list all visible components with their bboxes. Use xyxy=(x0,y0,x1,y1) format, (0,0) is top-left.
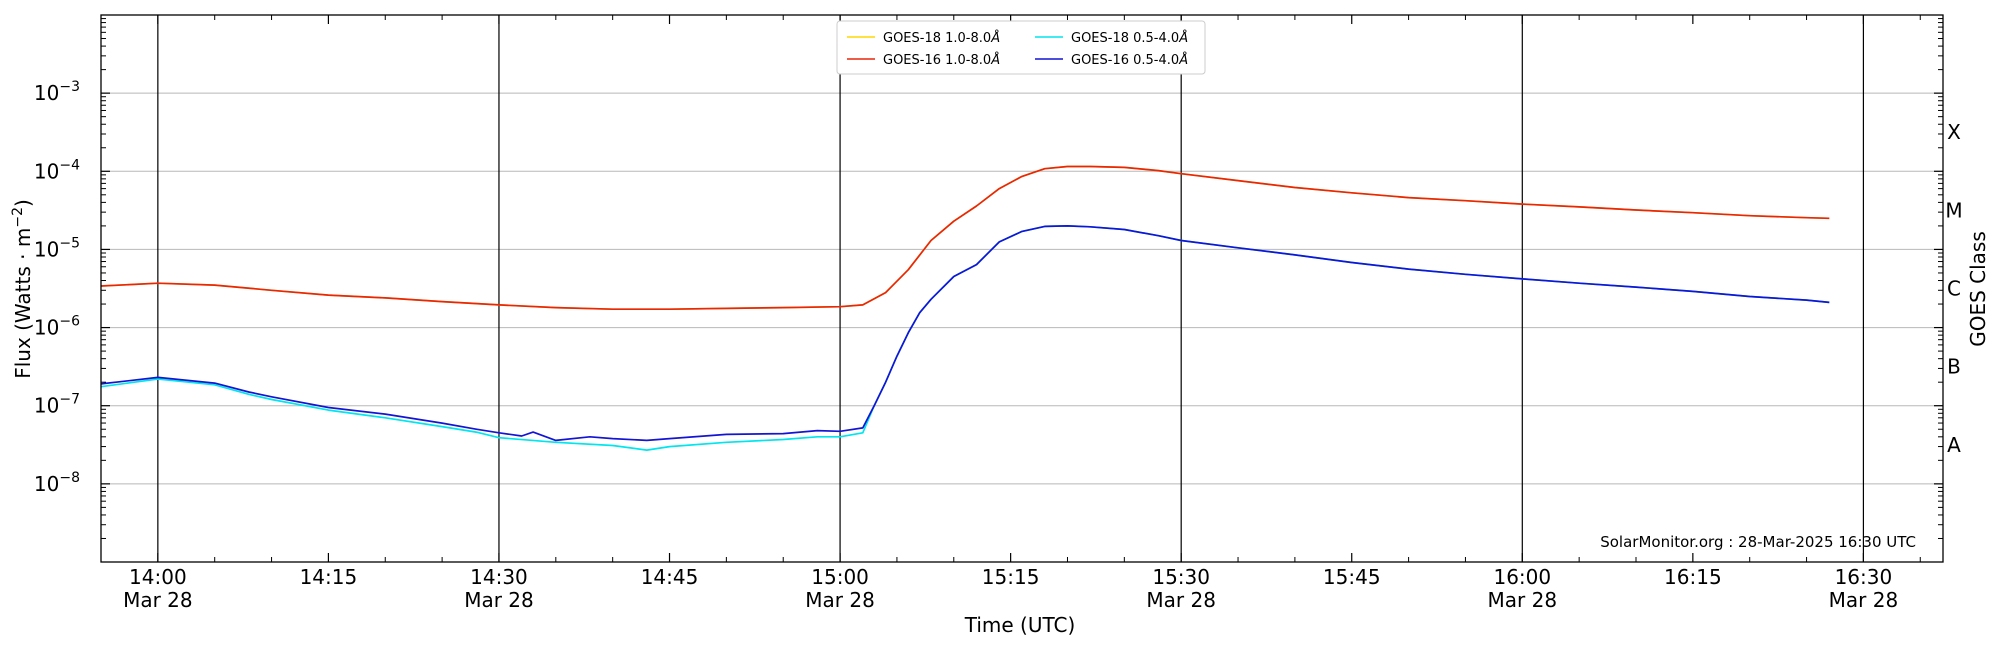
legend-entry: GOES-16 0.5-4.0Å xyxy=(1071,52,1188,68)
y-tick-label: 10−6 xyxy=(34,314,80,340)
series-line-goes-16-0-5-4-0 xyxy=(100,225,1830,442)
goes-class-label: GOES Class xyxy=(1966,231,1990,347)
legend-entry-name: GOES-16 1.0-8.0 xyxy=(883,53,991,68)
y-tick-base: 10 xyxy=(34,394,59,418)
goes-class-c: C xyxy=(1947,277,1961,301)
x-tick-label: 16:00 xyxy=(1493,565,1551,589)
x-tick-label: 16:30 xyxy=(1835,565,1893,589)
y-tick-base: 10 xyxy=(34,81,59,105)
grid-layer xyxy=(101,15,1943,562)
legend-entry-unit: Å xyxy=(1178,30,1188,46)
legend-entry-unit: Å xyxy=(990,52,1000,68)
x-tick-date-label: Mar 28 xyxy=(1488,588,1558,612)
y-axis-label: Flux (Watts · m−2) xyxy=(10,199,35,379)
y-tick-exponent: −8 xyxy=(59,470,80,486)
y-axis-label-exponent: −2 xyxy=(10,207,26,228)
goes-class-m: M xyxy=(1945,198,1962,222)
y-tick-exponent: −3 xyxy=(59,79,80,95)
x-tick-label: 15:30 xyxy=(1152,565,1210,589)
legend-box xyxy=(836,20,1206,75)
y-tick-base: 10 xyxy=(34,316,59,340)
x-tick-label: 14:00 xyxy=(129,565,187,589)
legend-entry: GOES-16 1.0-8.0Å xyxy=(883,52,1000,68)
x-tick-date-label: Mar 28 xyxy=(464,588,534,612)
y-tick-exponent: −7 xyxy=(59,392,80,408)
legend-entry-name: GOES-18 1.0-8.0 xyxy=(883,31,991,46)
y-tick-base: 10 xyxy=(34,237,59,261)
legend-entry-name: GOES-16 0.5-4.0 xyxy=(1071,53,1179,68)
goes-class-x: X xyxy=(1947,120,1961,144)
y-tick-base: 10 xyxy=(34,159,59,183)
y-axis-label-main: Flux (Watts · m xyxy=(11,228,35,379)
x-tick-label: 15:00 xyxy=(811,565,869,589)
x-tick-label: 14:15 xyxy=(300,565,358,589)
x-tick-date-label: Mar 28 xyxy=(123,588,193,612)
x-tick-label: 15:45 xyxy=(1323,565,1381,589)
y-tick-label: 10−7 xyxy=(34,392,80,418)
x-tick-label: 15:15 xyxy=(982,565,1040,589)
x-tick-date-label: Mar 28 xyxy=(1829,588,1899,612)
y-tick-base: 10 xyxy=(34,472,59,496)
x-tick-label: 14:45 xyxy=(641,565,699,589)
goes-class-b: B xyxy=(1947,355,1961,379)
x-tick-label: 16:15 xyxy=(1664,565,1722,589)
legend-entry: GOES-18 0.5-4.0Å xyxy=(1071,30,1188,46)
x-axis-label: Time (UTC) xyxy=(964,613,1076,637)
plot-frame xyxy=(100,14,1944,563)
legend-entry-unit: Å xyxy=(1178,52,1188,68)
label-layer: Time (UTC) SolarMonitor.org : 28-Mar-202… xyxy=(10,199,1990,637)
y-tick-exponent: −6 xyxy=(59,314,80,330)
y-tick-label: 10−5 xyxy=(34,235,80,261)
x-tick-date-label: Mar 28 xyxy=(1146,588,1216,612)
y-tick-exponent: −4 xyxy=(59,157,80,173)
y-tick-exponent: −5 xyxy=(59,235,80,251)
y-tick-label: 10−8 xyxy=(34,470,80,496)
source-annotation: SolarMonitor.org : 28-Mar-2025 16:30 UTC xyxy=(1600,533,1916,551)
legend-entry-unit: Å xyxy=(990,30,1000,46)
goes-class-a: A xyxy=(1947,433,1961,457)
legend-entry: GOES-18 1.0-8.0Å xyxy=(883,30,1000,46)
legend-entry-name: GOES-18 0.5-4.0 xyxy=(1071,31,1179,46)
y-axis-label-close: ) xyxy=(11,199,35,207)
series-layer xyxy=(100,165,1830,451)
y-tick-label: 10−4 xyxy=(34,157,80,183)
x-tick-label: 14:30 xyxy=(470,565,528,589)
y-tick-label: 10−3 xyxy=(34,79,80,105)
series-line-goes-16-1-0-8-0 xyxy=(100,165,1830,311)
x-tick-date-label: Mar 28 xyxy=(805,588,875,612)
